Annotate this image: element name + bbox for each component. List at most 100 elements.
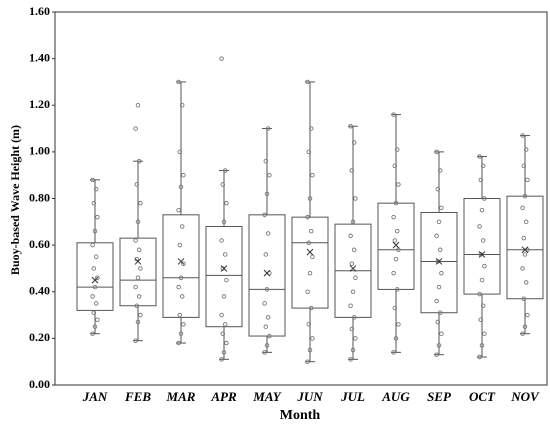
data-point bbox=[523, 219, 529, 225]
box bbox=[463, 198, 501, 295]
data-point bbox=[90, 331, 95, 336]
data-point bbox=[262, 301, 267, 306]
box bbox=[506, 195, 544, 300]
data-point bbox=[396, 322, 401, 327]
data-point bbox=[92, 284, 98, 290]
data-point bbox=[479, 207, 485, 213]
data-point bbox=[222, 252, 228, 257]
mean-marker bbox=[134, 258, 142, 265]
data-point bbox=[177, 242, 183, 248]
data-point bbox=[179, 224, 185, 229]
box bbox=[291, 216, 329, 309]
data-point bbox=[437, 168, 443, 173]
x-tick-label: NOV bbox=[510, 389, 540, 404]
x-tick-label: FEB bbox=[124, 389, 151, 404]
data-point bbox=[91, 200, 97, 206]
data-point bbox=[179, 294, 185, 299]
data-point bbox=[393, 256, 399, 262]
data-point bbox=[138, 266, 143, 271]
y-axis-label: Buoy-based Wave Height (m) bbox=[8, 125, 22, 275]
data-point bbox=[93, 254, 99, 260]
data-point bbox=[305, 289, 310, 295]
data-point bbox=[392, 238, 398, 243]
data-point bbox=[394, 228, 400, 234]
data-point bbox=[353, 275, 358, 281]
data-point bbox=[436, 219, 442, 225]
data-point bbox=[391, 270, 396, 276]
box bbox=[162, 214, 200, 318]
data-point bbox=[95, 275, 100, 281]
data-point bbox=[138, 200, 143, 206]
data-point bbox=[523, 147, 529, 152]
y-tick-label: 0.60 bbox=[29, 237, 50, 251]
y-tick-label: 1.20 bbox=[29, 97, 50, 111]
data-point bbox=[434, 149, 439, 155]
data-point bbox=[135, 219, 141, 225]
data-point bbox=[521, 163, 527, 169]
box bbox=[420, 211, 458, 314]
data-point bbox=[221, 219, 227, 225]
data-point bbox=[93, 301, 99, 306]
data-point bbox=[305, 359, 310, 364]
data-point bbox=[482, 196, 487, 201]
data-point bbox=[264, 287, 270, 292]
data-point bbox=[95, 317, 100, 322]
data-point bbox=[350, 347, 356, 353]
data-point bbox=[220, 331, 226, 336]
data-point bbox=[521, 296, 527, 301]
data-point bbox=[90, 177, 95, 183]
data-point bbox=[348, 233, 353, 239]
data-point bbox=[306, 149, 312, 155]
box bbox=[205, 225, 243, 328]
data-point bbox=[263, 324, 269, 329]
data-point bbox=[477, 154, 482, 159]
x-tick-label: JUL bbox=[340, 389, 365, 404]
data-point bbox=[221, 294, 227, 299]
data-point bbox=[525, 177, 530, 183]
mean-marker bbox=[349, 265, 357, 272]
data-point bbox=[349, 326, 355, 332]
data-point bbox=[134, 303, 140, 308]
mean-marker bbox=[435, 258, 443, 265]
data-point bbox=[176, 207, 181, 213]
data-point bbox=[307, 270, 313, 276]
data-point bbox=[479, 277, 485, 283]
data-point bbox=[348, 357, 353, 362]
data-point bbox=[91, 310, 97, 315]
data-point bbox=[479, 343, 485, 348]
data-point bbox=[439, 205, 444, 211]
data-point bbox=[178, 275, 184, 281]
data-point bbox=[437, 247, 443, 253]
data-point bbox=[90, 242, 95, 248]
data-point bbox=[220, 182, 226, 187]
data-point bbox=[176, 79, 181, 85]
data-point bbox=[482, 331, 487, 336]
data-point bbox=[264, 343, 270, 348]
data-point bbox=[437, 310, 443, 315]
data-point bbox=[219, 357, 224, 362]
data-point bbox=[478, 177, 484, 183]
data-point bbox=[348, 303, 353, 308]
data-point bbox=[178, 331, 184, 336]
data-point bbox=[351, 140, 357, 145]
data-point bbox=[308, 305, 314, 311]
data-point bbox=[439, 270, 444, 276]
data-point bbox=[480, 163, 486, 169]
data-point bbox=[520, 266, 525, 271]
data-point bbox=[520, 133, 525, 138]
box bbox=[76, 242, 114, 311]
data-point bbox=[350, 219, 356, 225]
data-point bbox=[263, 252, 269, 257]
data-point bbox=[522, 193, 528, 199]
data-point bbox=[219, 238, 224, 243]
data-point bbox=[176, 340, 181, 346]
data-point bbox=[177, 149, 183, 155]
data-point bbox=[133, 284, 138, 290]
data-point bbox=[477, 354, 482, 360]
box bbox=[119, 237, 157, 307]
data-point bbox=[93, 186, 99, 192]
data-point bbox=[92, 228, 98, 234]
data-point bbox=[135, 102, 141, 108]
data-point bbox=[267, 333, 272, 339]
